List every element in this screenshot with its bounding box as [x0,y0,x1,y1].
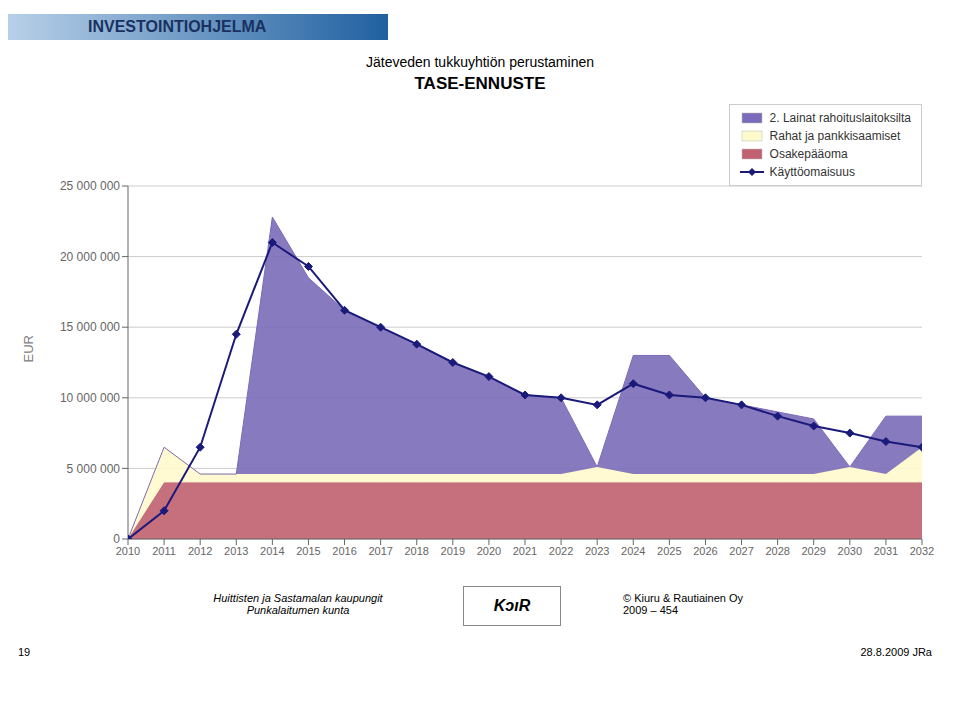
svg-text:2012: 2012 [188,545,212,557]
html-text:2. Lainat rahoituslaitoksilta: 2. Lainat rahoituslaitoksilta [769,111,911,125]
html-text:Rahat ja pankkisaamiset: Rahat ja pankkisaamiset [769,129,901,143]
svg-text:2010: 2010 [116,545,140,557]
svg-text:2027: 2027 [729,545,753,557]
svg-text:2016: 2016 [332,545,356,557]
html-text:28.8.2009 JRa: 28.8.2009 JRa [860,646,932,658]
html-text:2009 – 454: 2009 – 454 [623,604,679,616]
svg-text:0: 0 [113,532,120,546]
html-text:Jäteveden tukkuyhtiön perusta: Jäteveden tukkuyhtiön perustaminen [366,54,594,70]
svg-text:10 000 000: 10 000 000 [60,391,120,405]
html-text:© Kiuru & Rautiainen Oy: © Kiuru & Rautiainen Oy [623,592,743,604]
svg-text:2018: 2018 [404,545,428,557]
svg-text:2031: 2031 [874,545,898,557]
svg-text:5 000 000: 5 000 000 [67,462,121,476]
svg-text:2024: 2024 [621,545,645,557]
html-text:Punkalaitumen kunta: Punkalaitumen kunta [246,604,350,616]
html-text:TASE-ENNUSTE: TASE-ENNUSTE [414,74,546,93]
svg-text:2025: 2025 [657,545,681,557]
svg-text:2014: 2014 [260,545,284,557]
svg-text:2026: 2026 [693,545,717,557]
svg-text:25 000 000: 25 000 000 [60,179,120,193]
svg-text:2021: 2021 [513,545,537,557]
svg-text:2017: 2017 [368,545,392,557]
svg-text:2011: 2011 [152,545,176,557]
svg-text:20 000 000: 20 000 000 [60,250,120,264]
svg-text:2028: 2028 [765,545,789,557]
html-text:Käyttöomaisuus: Käyttöomaisuus [769,165,855,179]
svg-text:2019: 2019 [441,545,465,557]
svg-text:EUR: EUR [21,335,36,362]
html-text:KɔıR: KɔıR [493,597,531,614]
svg-text:2029: 2029 [801,545,825,557]
svg-text:15 000 000: 15 000 000 [60,320,120,334]
html-text:19: 19 [18,646,31,658]
svg-text:2013: 2013 [224,545,248,557]
svg-text:2032: 2032 [910,545,934,557]
svg-text:2020: 2020 [477,545,501,557]
svg-text:2030: 2030 [838,545,862,557]
html-text:Osakepääoma: Osakepääoma [769,147,848,161]
svg-text:2015: 2015 [296,545,320,557]
svg-text:2022: 2022 [549,545,573,557]
svg-text:2023: 2023 [585,545,609,557]
html-text:INVESTOINTIOHJELMA: INVESTOINTIOHJELMA [88,18,267,35]
html-text:Huittisten ja Sastamalan kaupu: Huittisten ja Sastamalan kaupungit [213,592,383,604]
